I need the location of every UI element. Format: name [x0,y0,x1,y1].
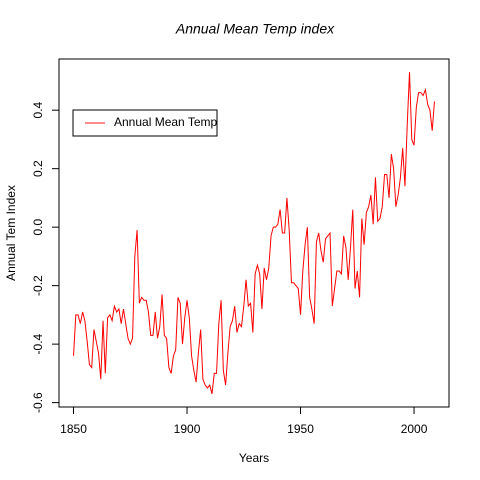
x-tick-label: 2000 [401,422,428,436]
x-axis-label: Years [239,451,269,465]
x-tick-label: 1900 [174,422,201,436]
legend-label: Annual Mean Temp [114,115,218,129]
y-tick-label: -0.6 [31,392,45,413]
y-tick-label: 0.0 [31,218,45,235]
x-tick-label: 1850 [60,422,87,436]
y-tick-label: -0.2 [31,275,45,296]
data-line [73,72,435,394]
y-tick-label: 0.2 [31,160,45,177]
chart-title: Annual Mean Temp index [175,21,335,37]
y-tick-label: 0.4 [31,102,45,119]
plot-frame [58,58,450,408]
y-axis-label: Annual Tem Index [4,185,18,281]
x-tick-label: 1950 [287,422,314,436]
y-tick-label: -0.4 [31,333,45,354]
